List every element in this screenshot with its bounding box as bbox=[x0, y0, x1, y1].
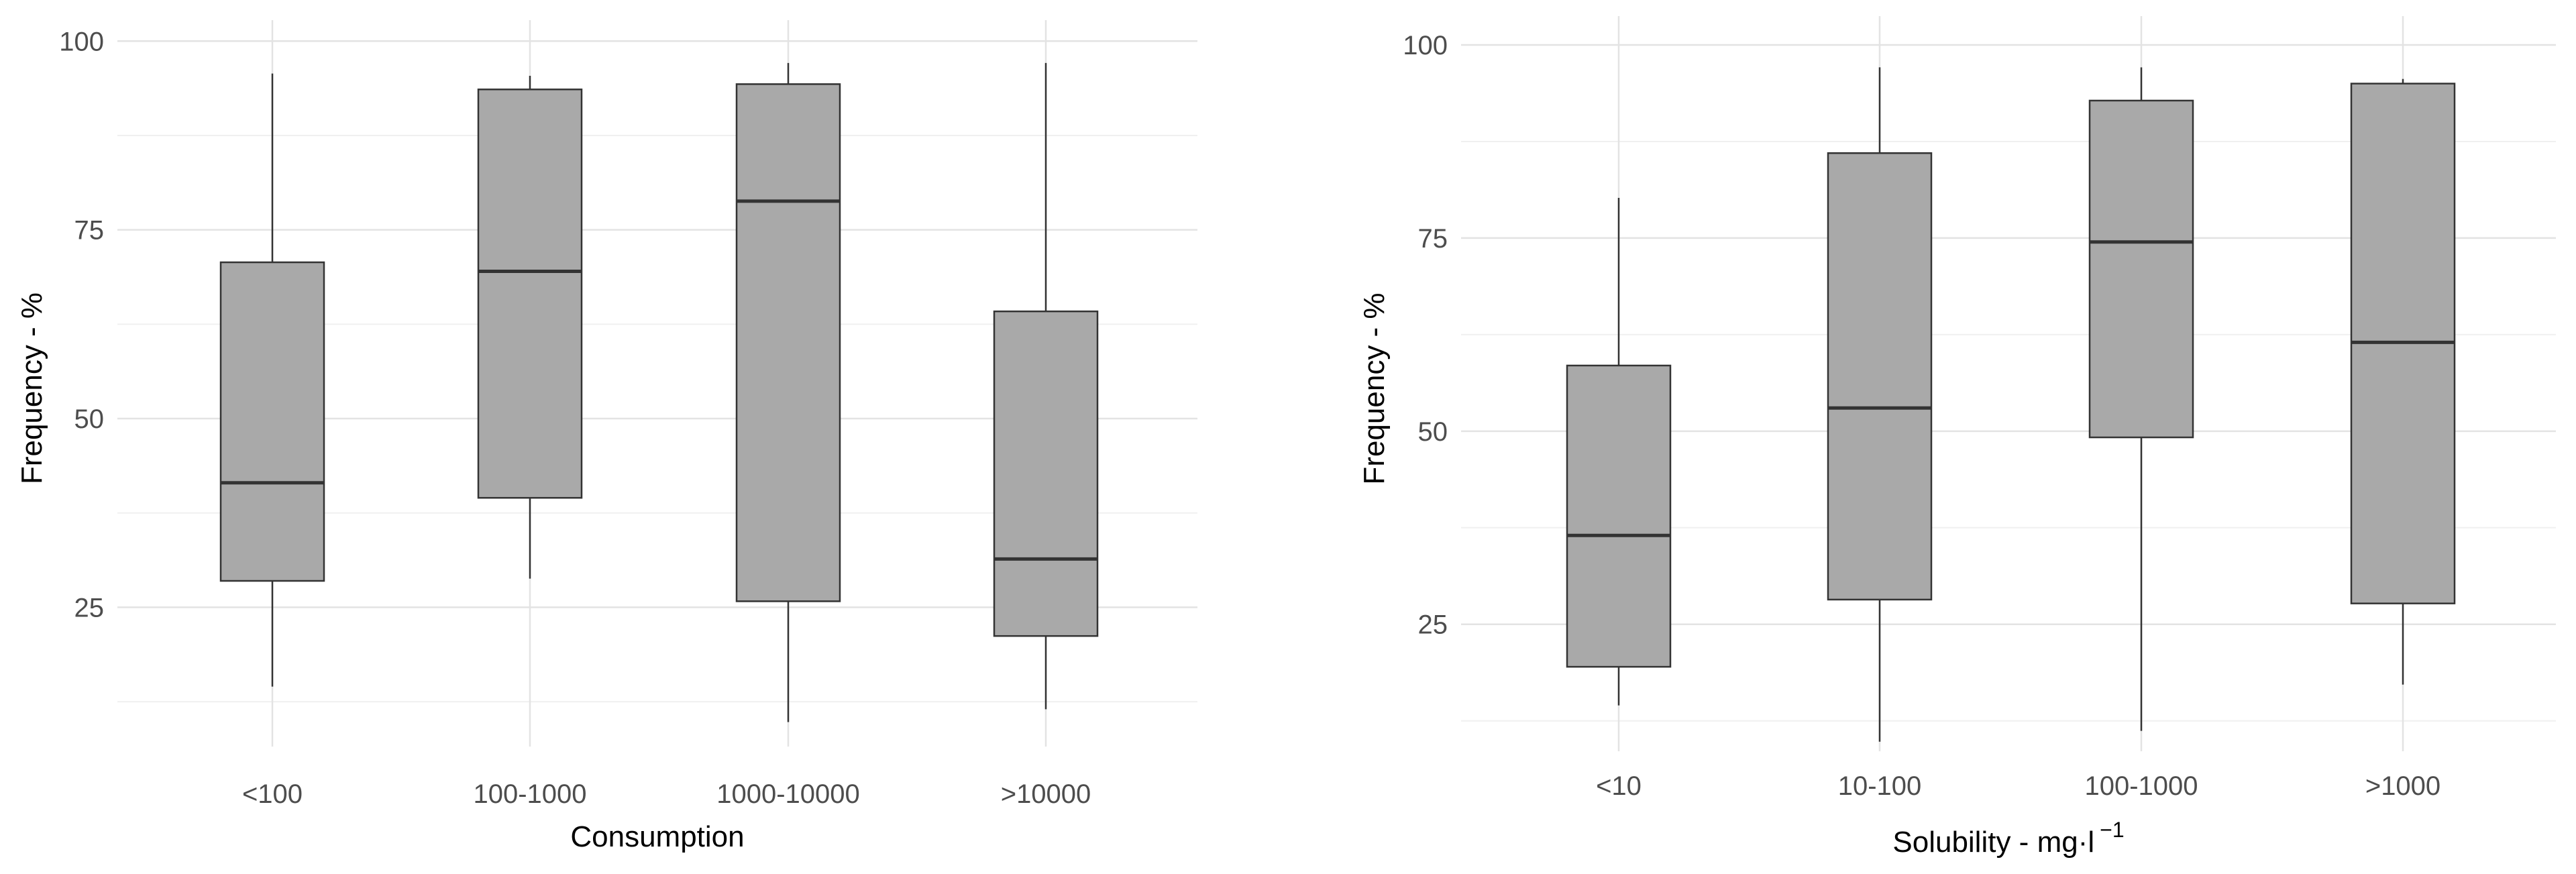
x-axis-title-text: Consumption bbox=[570, 820, 744, 853]
y-tick-label: 50 bbox=[1418, 417, 1448, 447]
x-tick-label: <100 bbox=[242, 779, 303, 809]
x-tick-label: <10 bbox=[1596, 771, 1642, 801]
y-tick-label: 75 bbox=[74, 216, 105, 245]
x-tick-label: 100-1000 bbox=[473, 779, 586, 809]
x-axis-title: Solubility - mg·l −1 bbox=[1892, 818, 2124, 859]
consumption-boxplot-panel: 25 50 75 100 <100 100-1000 1000-10000 >10000 Con… bbox=[15, 20, 1197, 853]
box-2 bbox=[2088, 67, 2194, 731]
x-tick-label: >10000 bbox=[1001, 779, 1091, 809]
box-0 bbox=[1566, 198, 1672, 706]
x-tick-label: 10-100 bbox=[1838, 771, 1922, 801]
box-3 bbox=[2350, 78, 2456, 685]
y-tick-label: 25 bbox=[74, 593, 105, 622]
y-tick-label: 25 bbox=[1418, 610, 1448, 640]
box-iqr bbox=[1827, 152, 1933, 601]
box-2 bbox=[735, 62, 841, 722]
x-axis-title-superscript: −1 bbox=[2100, 818, 2124, 842]
y-tick-label: 100 bbox=[1403, 31, 1448, 60]
y-tick-label: 75 bbox=[1418, 224, 1448, 254]
x-axis-title: Consumption bbox=[570, 820, 744, 853]
x-tick-label: 1000-10000 bbox=[716, 779, 860, 809]
y-axis-title: Frequency - % bbox=[1358, 292, 1391, 484]
x-axis-title-text: Solubility - mg·l bbox=[1892, 826, 2094, 859]
box-iqr bbox=[477, 89, 583, 499]
y-tick-label: 50 bbox=[74, 404, 105, 434]
box-3 bbox=[993, 62, 1099, 710]
x-tick-label: 100-1000 bbox=[2084, 771, 2198, 801]
box-1 bbox=[1827, 67, 1933, 742]
box-iqr bbox=[2088, 99, 2194, 439]
y-axis-title: Frequency - % bbox=[15, 292, 48, 484]
box-iqr bbox=[1566, 364, 1672, 668]
x-tick-label: >1000 bbox=[2365, 771, 2440, 801]
y-tick-label: 100 bbox=[59, 27, 104, 56]
box-iqr bbox=[219, 261, 325, 582]
box-1 bbox=[477, 76, 583, 579]
box-0 bbox=[219, 73, 325, 687]
solubility-boxplot-panel: 25 50 75 100 <10 10-100 100-1000 >1000 Solubilit… bbox=[1358, 16, 2556, 859]
box-iqr bbox=[993, 310, 1099, 637]
box-iqr bbox=[735, 83, 841, 602]
